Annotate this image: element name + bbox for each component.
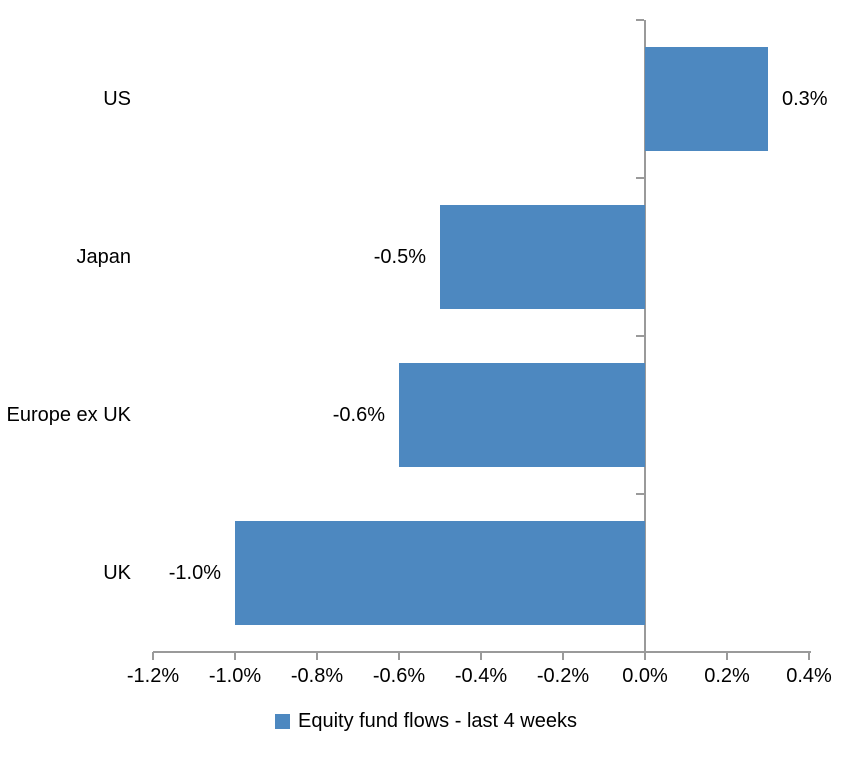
category-axis-tick: [636, 651, 644, 653]
x-tick-label: -1.0%: [208, 665, 262, 687]
x-axis-tick: [480, 652, 482, 660]
x-axis-tick: [398, 652, 400, 660]
category-axis-tick: [636, 177, 644, 179]
data-label: -0.6%: [332, 404, 385, 426]
x-tick-label: -0.4%: [454, 665, 508, 687]
x-tick-label: 0.0%: [622, 665, 668, 687]
bar: [645, 47, 768, 151]
x-axis-tick: [152, 652, 154, 660]
chart-legend: Equity fund flows - last 4 weeks: [0, 711, 852, 731]
category-axis-tick: [636, 335, 644, 337]
category-label: Europe ex UK: [6, 404, 131, 426]
x-axis-tick: [562, 652, 564, 660]
bar: [440, 205, 645, 309]
x-axis-tick: [726, 652, 728, 660]
data-label: 0.3%: [782, 88, 828, 110]
x-tick-label: -0.6%: [372, 665, 426, 687]
data-label: -1.0%: [168, 562, 221, 584]
y-axis-line: [644, 20, 646, 660]
x-tick-label: -0.8%: [290, 665, 344, 687]
x-tick-label: 0.2%: [704, 665, 750, 687]
x-tick-label: 0.4%: [786, 665, 832, 687]
x-axis-tick: [316, 652, 318, 660]
x-axis-tick: [808, 652, 810, 660]
category-label: UK: [103, 562, 131, 584]
x-tick-label: -1.2%: [126, 665, 180, 687]
x-axis-tick: [234, 652, 236, 660]
category-label: Japan: [76, 246, 132, 268]
category-label: US: [103, 88, 131, 110]
category-axis-tick: [636, 19, 644, 21]
x-tick-label: -0.2%: [536, 665, 590, 687]
bar: [399, 363, 645, 467]
x-axis-tick: [644, 652, 646, 660]
legend-series-label: Equity fund flows - last 4 weeks: [297, 710, 577, 732]
category-axis-tick: [636, 493, 644, 495]
legend-marker-square-icon: [274, 713, 290, 729]
x-axis-line: [153, 651, 811, 653]
bar: [235, 521, 645, 625]
data-label: -0.5%: [373, 246, 426, 268]
